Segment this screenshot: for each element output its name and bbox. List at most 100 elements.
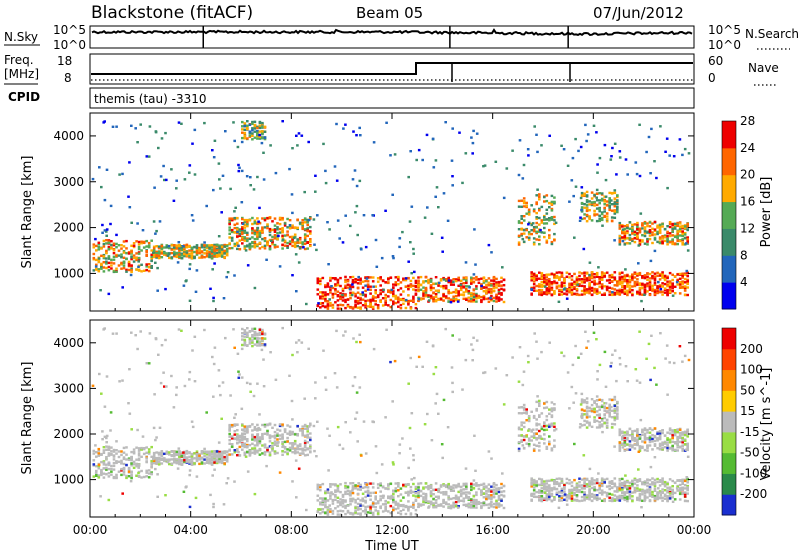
power-cell [215, 243, 219, 247]
power-cell [472, 292, 476, 295]
power-cell [195, 246, 199, 250]
power-cell [628, 284, 632, 287]
velocity-cell [125, 453, 128, 456]
power-cell [462, 294, 466, 297]
cpid-value: themis (tau) -3310 [94, 92, 207, 106]
velocity-cell [467, 496, 471, 499]
power-cell [256, 226, 260, 230]
velocity-cell [316, 494, 320, 497]
power-cell [402, 290, 405, 293]
power-cell [638, 282, 642, 285]
velocity-cell [407, 483, 410, 486]
power-cell [565, 271, 569, 274]
velocity-cell [117, 460, 121, 463]
velocity-cell [122, 457, 126, 461]
power-cell [470, 277, 473, 281]
velocity-cell [276, 451, 279, 455]
power-cell [449, 283, 453, 286]
power-cell [195, 250, 199, 253]
power-cell [346, 303, 350, 307]
nave-label: Nave [748, 61, 779, 75]
power-cell [331, 277, 335, 280]
power-cell [346, 298, 350, 301]
velocity-cell [339, 483, 342, 486]
power-cell [291, 147, 294, 150]
power-cell [293, 233, 297, 236]
power-cell [422, 292, 425, 295]
power-cell [102, 270, 106, 273]
power-cell [643, 291, 647, 294]
velocity-cell [339, 501, 342, 505]
power-cell [95, 249, 98, 252]
power-cell [636, 272, 639, 276]
velocity-cell [500, 504, 503, 507]
velocity-cell [500, 499, 503, 502]
power-cell [203, 244, 206, 247]
power-cell [356, 278, 360, 282]
velocity-cell [303, 443, 307, 446]
power-cell [451, 175, 454, 178]
power-cell [631, 227, 634, 230]
power-cell [294, 253, 298, 256]
velocity-cell [402, 505, 405, 508]
velocity-cell [309, 432, 312, 435]
velocity-cell [558, 484, 561, 488]
power-cell [281, 247, 284, 250]
velocity-cell [241, 439, 244, 442]
power-cell [573, 236, 576, 239]
velocity-cell [361, 510, 365, 513]
power-cell [369, 288, 372, 291]
power-cell [570, 278, 574, 281]
power-cell [246, 120, 249, 123]
power-cell [100, 254, 103, 257]
power-cell [412, 247, 415, 251]
power-cell [314, 174, 317, 177]
power-cell [673, 292, 677, 295]
power-cell [237, 169, 241, 173]
power-cell [535, 230, 538, 233]
velocity-cell [238, 436, 242, 439]
power-cell [432, 291, 435, 295]
velocity-cell [256, 438, 259, 442]
power-cell [550, 207, 554, 211]
power-cell [572, 194, 575, 198]
power-cell [394, 276, 398, 279]
power-cell [125, 257, 128, 260]
velocity-cell [555, 491, 559, 494]
power-cell [465, 298, 468, 301]
power-cell [475, 297, 478, 300]
power-cell [452, 290, 455, 294]
power-cell [623, 237, 627, 241]
velocity-cell [371, 482, 375, 485]
velocity-cell [230, 423, 234, 427]
power-cell [636, 292, 639, 295]
power-cell [261, 132, 264, 135]
y-tick-label: 4000 [53, 129, 84, 143]
power-cell [107, 265, 111, 269]
power-cell [520, 205, 523, 208]
power-cell [246, 244, 249, 247]
power-cell [653, 238, 657, 241]
power-cell [424, 295, 428, 298]
power-cell [266, 224, 269, 228]
power-cell [278, 231, 282, 234]
velocity-cell [548, 494, 551, 497]
power-cell [548, 234, 551, 237]
velocity-cell [490, 496, 493, 499]
power-cell [321, 276, 325, 280]
power-cell [256, 133, 259, 136]
power-cell [442, 192, 446, 195]
power-cell [432, 166, 436, 169]
power-cell [615, 173, 618, 176]
power-cell [127, 264, 131, 267]
power-cell [243, 131, 247, 135]
power-cell [336, 290, 340, 293]
velocity-cell [475, 498, 478, 502]
velocity-cell [558, 490, 561, 494]
velocity-cell [309, 451, 312, 454]
velocity-cell [253, 428, 257, 431]
power-cell [616, 291, 619, 294]
power-cell [517, 221, 521, 224]
power-cell [256, 234, 259, 237]
power-cell [243, 128, 247, 131]
